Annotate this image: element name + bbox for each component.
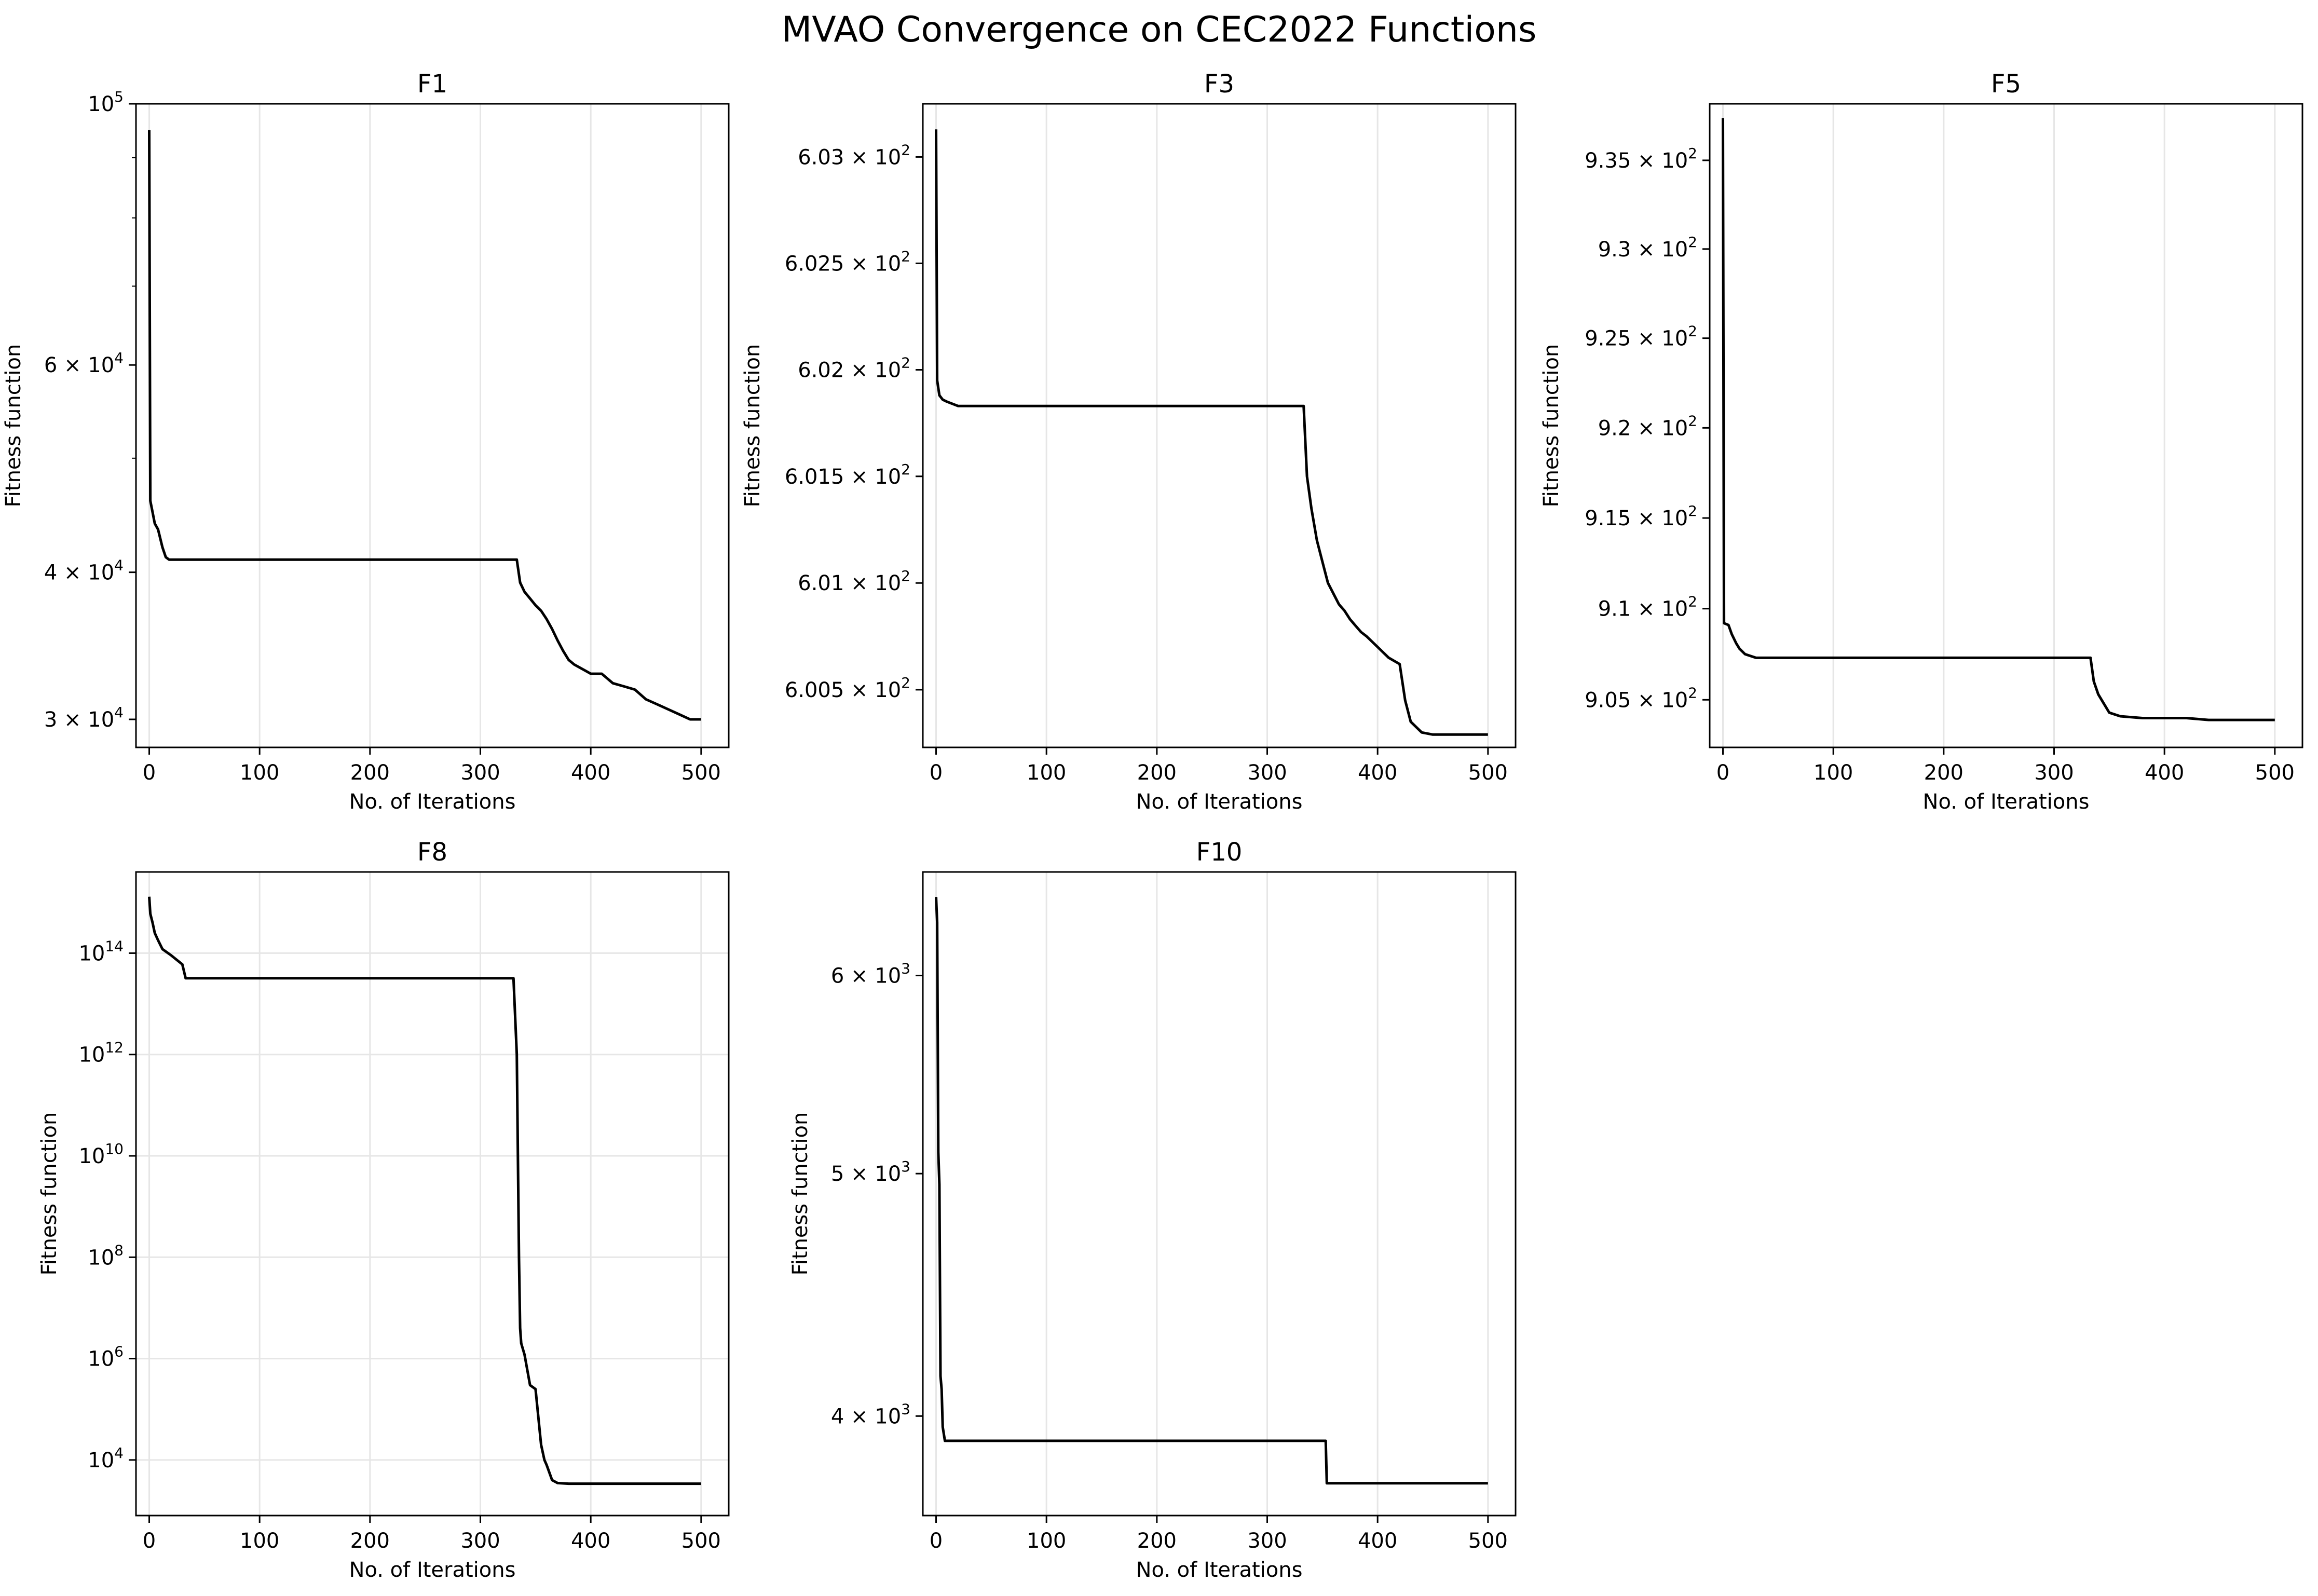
- y-tick-label: 6.005 × 102: [785, 674, 910, 702]
- x-tick-label: 200: [350, 761, 390, 785]
- x-tick-label: 0: [1716, 761, 1729, 785]
- x-axis-label: No. of Iterations: [349, 790, 516, 814]
- x-tick-label: 200: [350, 1529, 390, 1553]
- subplot-f1: 0 100 200 300 400 500 105 6 × 104 4 × 104 3 × 104…: [2, 70, 730, 814]
- subplot-f10: 0 100 200 300 400 500 6 × 103 5 × 103 4 × 103 F10…: [788, 838, 1517, 1582]
- plot-frame: [135, 871, 730, 1517]
- y-axis-label: Fitness function: [37, 1112, 61, 1276]
- x-tick-label: 400: [1358, 1529, 1397, 1553]
- x-tick-label: 100: [1027, 1529, 1066, 1553]
- x-tick-label: 100: [240, 761, 279, 785]
- y-tick-label: 1010: [78, 1140, 124, 1168]
- x-axis-label: No. of Iterations: [1136, 1558, 1303, 1582]
- series-line: [935, 129, 1488, 736]
- x-axis-label: No. of Iterations: [1923, 790, 2090, 814]
- y-tick-label: 104: [88, 1444, 124, 1472]
- y-tick-label: 106: [88, 1343, 124, 1371]
- x-tick-label: 500: [681, 1529, 721, 1553]
- y-tick-label: 105: [88, 88, 124, 116]
- plot-frame: [922, 103, 1517, 748]
- x-axis-label: No. of Iterations: [349, 1558, 516, 1582]
- x-tick-label: 0: [930, 761, 943, 785]
- series-line: [148, 896, 701, 1485]
- subplot-f3: 0 100 200 300 400 500 6.03 × 102 6.025 × 102 6.0…: [741, 70, 1517, 814]
- y-tick-label: 9.35 × 102: [1585, 145, 1697, 173]
- x-tick-label: 300: [460, 1529, 500, 1553]
- x-tick-label: 0: [143, 1529, 156, 1553]
- x-tick-label: 400: [571, 761, 610, 785]
- x-tick-label: 500: [1468, 1529, 1508, 1553]
- subplot-title: F10: [1196, 838, 1243, 867]
- figure-title: MVAO Convergence on CEC2022 Functions: [781, 9, 1537, 50]
- x-tick-label: 200: [1137, 761, 1177, 785]
- x-tick-label: 0: [143, 761, 156, 785]
- y-tick-label: 9.1 × 102: [1598, 593, 1697, 621]
- y-tick-label: 9.25 × 102: [1585, 323, 1697, 351]
- x-tick-label: 100: [1814, 761, 1853, 785]
- y-tick-label: 6.02 × 102: [798, 354, 910, 382]
- y-tick-label: 1012: [78, 1039, 124, 1067]
- y-tick-label: 108: [88, 1242, 124, 1270]
- y-tick-label: 9.05 × 102: [1585, 684, 1697, 712]
- series-line: [1722, 118, 2275, 721]
- plot-frame: [1709, 103, 2303, 748]
- x-tick-label: 500: [681, 761, 721, 785]
- y-axis-label: Fitness function: [788, 1112, 812, 1276]
- plot-frame: [135, 103, 730, 748]
- y-tick-label: 6 × 103: [831, 960, 910, 988]
- y-tick-label: 5 × 103: [831, 1158, 910, 1186]
- x-tick-label: 400: [571, 1529, 610, 1553]
- y-tick-label: 6.01 × 102: [798, 567, 910, 595]
- subplot-title: F1: [417, 70, 447, 99]
- x-tick-label: 300: [2034, 761, 2074, 785]
- x-tick-label: 300: [1247, 761, 1287, 785]
- y-tick-label: 9.3 × 102: [1598, 234, 1697, 262]
- x-tick-label: 500: [1468, 761, 1508, 785]
- series-line: [935, 896, 1488, 1485]
- x-tick-label: 200: [1924, 761, 1964, 785]
- x-tick-label: 100: [1027, 761, 1066, 785]
- x-tick-label: 100: [240, 1529, 279, 1553]
- x-tick-label: 500: [2255, 761, 2295, 785]
- y-tick-label: 6.03 × 102: [798, 141, 910, 169]
- x-tick-label: 200: [1137, 1529, 1177, 1553]
- series-line: [148, 130, 701, 721]
- x-tick-label: 400: [2145, 761, 2184, 785]
- subplot-f5: 0 100 200 300 400 500 9.35 × 102 9.3 × 102 9.25 …: [1539, 70, 2303, 814]
- plot-frame: [922, 871, 1517, 1517]
- subplot-title: F3: [1204, 70, 1234, 99]
- x-tick-label: 0: [930, 1529, 943, 1553]
- y-tick-label: 3 × 104: [44, 704, 124, 732]
- x-tick-label: 400: [1358, 761, 1397, 785]
- x-axis-label: No. of Iterations: [1136, 790, 1303, 814]
- y-tick-label: 9.15 × 102: [1585, 502, 1697, 530]
- y-tick-label: 4 × 104: [44, 557, 124, 585]
- subplot-f8: 0 100 200 300 400 500 1014 1012 1010 108 106 104 F8 N…: [37, 838, 730, 1582]
- y-tick-label: 1014: [78, 937, 124, 965]
- y-axis-label: Fitness function: [741, 344, 765, 508]
- y-tick-label: 6.025 × 102: [785, 248, 910, 276]
- subplot-title: F8: [417, 838, 447, 867]
- subplot-title: F5: [1991, 70, 2021, 99]
- y-tick-label: 9.2 × 102: [1598, 412, 1697, 440]
- y-axis-label: Fitness function: [1539, 344, 1563, 508]
- y-tick-label: 4 × 103: [831, 1400, 910, 1428]
- x-tick-label: 300: [1247, 1529, 1287, 1553]
- y-axis-label: Fitness function: [2, 344, 25, 508]
- y-tick-label: 6.015 × 102: [785, 461, 910, 489]
- x-tick-label: 300: [460, 761, 500, 785]
- y-tick-label: 6 × 104: [44, 349, 124, 377]
